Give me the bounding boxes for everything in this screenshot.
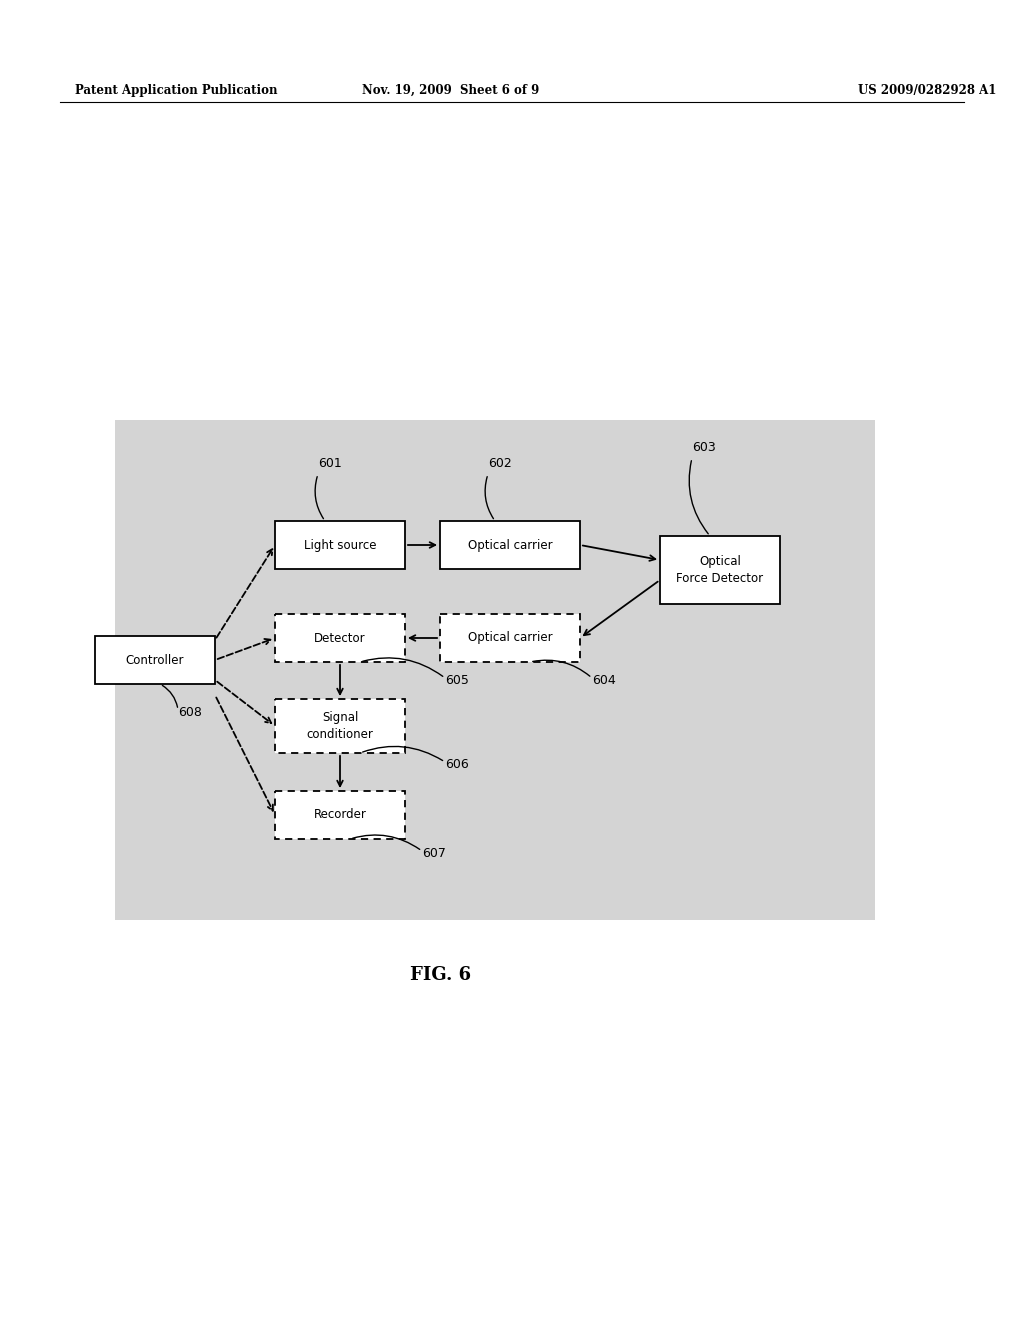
Text: Recorder: Recorder [313, 808, 367, 821]
Text: 608: 608 [178, 706, 202, 719]
Text: Signal
conditioner: Signal conditioner [306, 711, 374, 741]
Bar [275, 521, 406, 569]
Text: US 2009/0282928 A1: US 2009/0282928 A1 [857, 84, 996, 96]
Text: Optical carrier: Optical carrier [468, 539, 552, 552]
Bar [440, 521, 580, 569]
Bar [275, 791, 406, 840]
Text: 604: 604 [592, 675, 615, 686]
Text: 603: 603 [692, 441, 716, 454]
Bar [440, 614, 580, 663]
Bar [275, 614, 406, 663]
Text: Optical carrier: Optical carrier [468, 631, 552, 644]
Bar [95, 636, 215, 684]
Text: Detector: Detector [314, 631, 366, 644]
Text: 606: 606 [445, 758, 469, 771]
Bar [275, 700, 406, 752]
Text: Nov. 19, 2009  Sheet 6 of 9: Nov. 19, 2009 Sheet 6 of 9 [361, 84, 540, 96]
Text: FIG. 6: FIG. 6 [410, 966, 471, 983]
Text: Controller: Controller [126, 653, 184, 667]
Text: Light source: Light source [304, 539, 376, 552]
Text: Patent Application Publication: Patent Application Publication [75, 84, 278, 96]
Bar [115, 420, 874, 920]
Bar [660, 536, 780, 605]
Text: 602: 602 [488, 457, 512, 470]
Text: 607: 607 [422, 847, 445, 861]
Text: 605: 605 [445, 675, 469, 686]
Text: Optical
Force Detector: Optical Force Detector [677, 556, 764, 585]
Text: 601: 601 [318, 457, 342, 470]
